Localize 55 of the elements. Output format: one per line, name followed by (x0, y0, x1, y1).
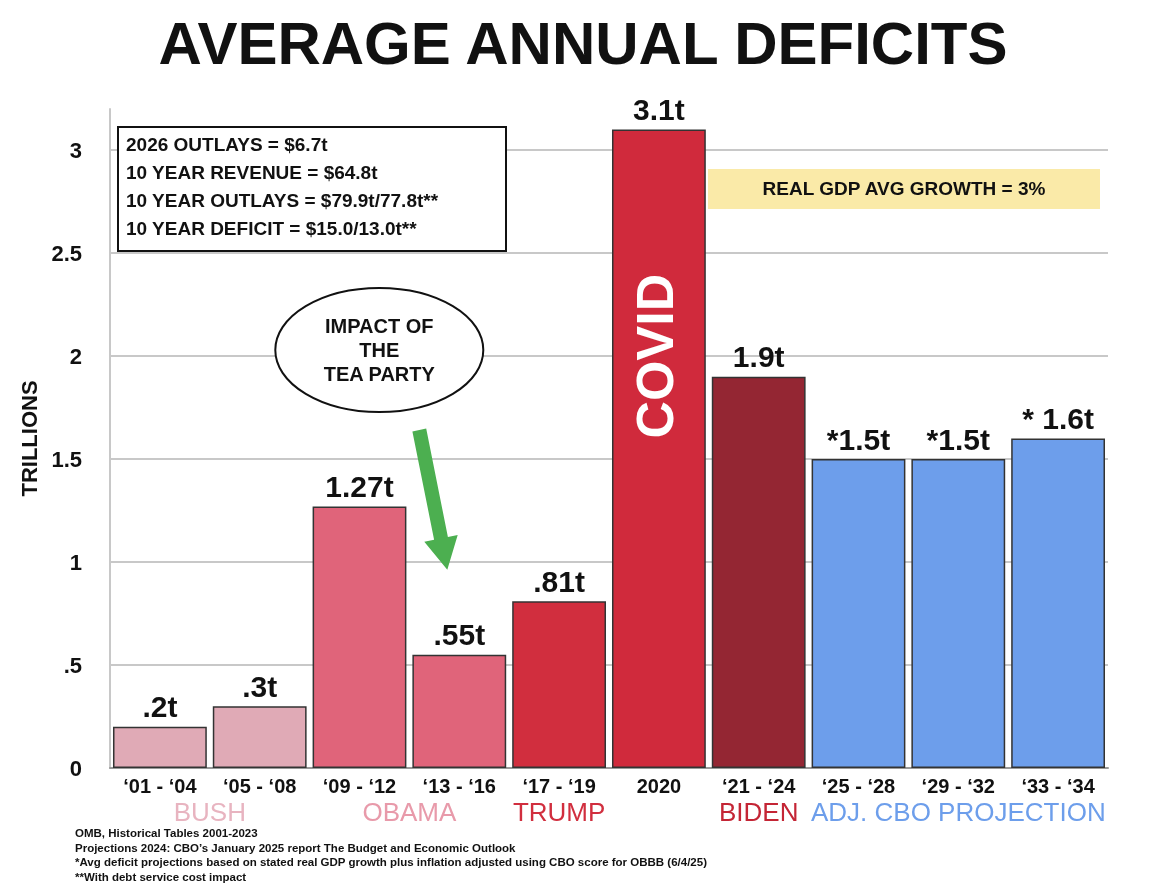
y-tick-label: 1 (69, 549, 82, 575)
text: BUSH (173, 797, 246, 827)
text: TRUMP (512, 797, 606, 827)
bar (112, 726, 207, 768)
text: BIDEN (718, 797, 799, 827)
data-label: .55t (433, 618, 486, 652)
x-tick-label: ‘21 - ‘24 (722, 775, 797, 797)
data-label: 1.27t (325, 469, 394, 503)
text: OBAMA (362, 797, 457, 827)
y-axis-title: TRILLIONS (17, 380, 43, 497)
data-label: .3t (242, 669, 278, 703)
x-tick-label: 2020 (636, 775, 682, 797)
x-tick-label: ‘01 - ‘04 (123, 775, 198, 797)
bar (412, 654, 507, 768)
data-label: 1.9t (732, 340, 785, 374)
x-tick-label: ‘33 - ‘34 (1021, 775, 1096, 797)
annotation: COVID (625, 273, 684, 439)
text: *Avg deficit projections based on stated real GDP growth plus inflation adjusted using CBO score for OBBB (6/4/25) (75, 856, 708, 868)
y-tick-label: 1.5 (51, 446, 82, 472)
bar (711, 376, 806, 768)
y-tick-label: 0 (69, 755, 82, 781)
x-tick-label: ‘13 - ‘16 (422, 775, 496, 797)
text: Projections 2024: CBO’s January 2025 report The Budget and Economic Outlook (75, 841, 517, 854)
annotation: 10 YEAR DEFICIT = $15.0/13.0t** (126, 218, 418, 240)
text: **With debt service cost impact (75, 870, 247, 883)
x-tick-label: ‘29 - ‘32 (921, 775, 995, 797)
data-label: *1.5t (926, 422, 990, 456)
text: OMB, Historical Tables 2001-2023 (75, 827, 258, 839)
x-tick-label: ‘17 - ‘19 (522, 775, 596, 797)
y-tick-label: .5 (63, 652, 82, 678)
bar (911, 459, 1006, 768)
bar (212, 706, 307, 768)
x-tick-label: ‘09 - ‘12 (322, 775, 397, 797)
text: ADJ. CBO PROJECTION (810, 797, 1106, 827)
data-label: .2t (142, 690, 178, 724)
annotation: 10 YEAR OUTLAYS = $79.9t/77.8t** (126, 190, 439, 212)
chart-title: AVERAGE ANNUAL DEFICITS (158, 9, 1008, 77)
data-label: * 1.6t (1022, 402, 1094, 435)
annotation: REAL GDP AVG GROWTH = 3% (762, 178, 1046, 200)
y-tick-label: 2.5 (51, 240, 82, 266)
data-label: .81t (533, 564, 585, 598)
annotation: 2026 OUTLAYS = $6.7t (126, 134, 329, 156)
data-label: 3.1t (633, 93, 685, 127)
bar (811, 459, 906, 768)
y-tick-label: 3 (69, 137, 82, 163)
y-tick-label: 2 (69, 343, 82, 369)
x-tick-label: ‘25 - ‘28 (821, 775, 896, 797)
data-label: *1.5t (826, 422, 891, 456)
bar (312, 506, 407, 768)
annotation: 10 YEAR REVENUE = $64.8t (126, 162, 379, 184)
bar (512, 601, 607, 768)
bar (1011, 438, 1106, 768)
x-tick-label: ‘05 - ‘08 (223, 775, 297, 797)
annotation: IMPACT OF THE TEA PARTY (323, 315, 436, 386)
bar (611, 129, 706, 768)
